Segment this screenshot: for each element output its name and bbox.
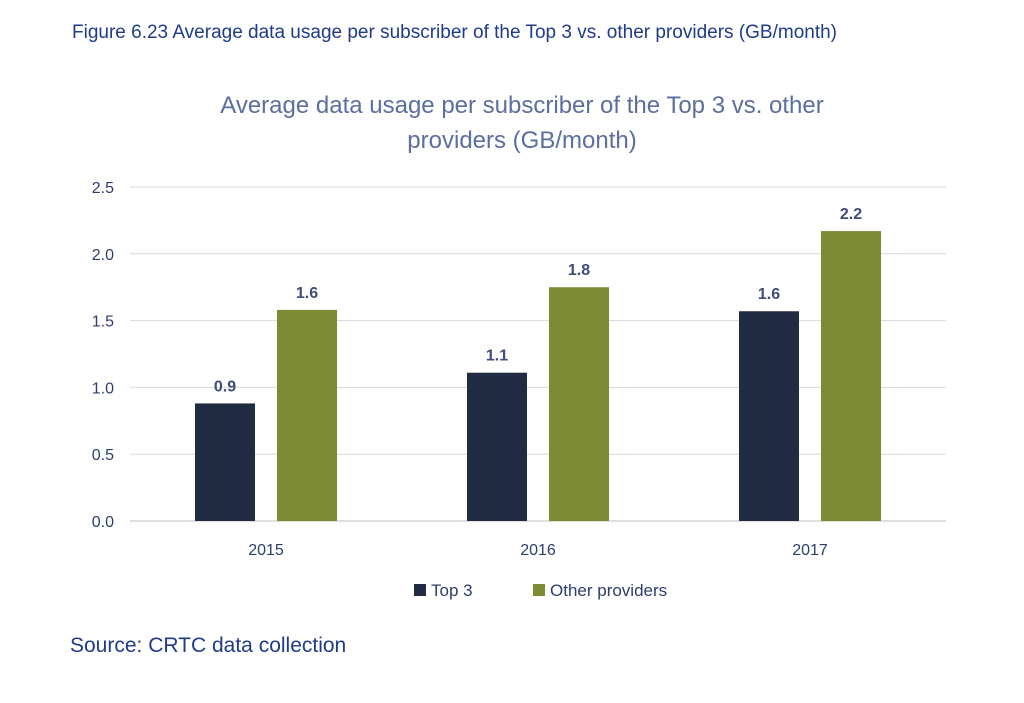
legend-swatch-other-providers [533,584,545,596]
legend: Top 3 Other providers [414,581,667,600]
data-labels: 0.9 1.6 1.1 1.8 1.6 2.2 [214,206,862,395]
y-tick-label: 0.0 [92,514,114,531]
y-tick-label: 2.5 [92,180,114,197]
chart-title: Average data usage per subscriber of the… [220,92,824,154]
data-label: 1.8 [568,262,590,279]
x-category-label: 2015 [248,542,284,559]
bar-top-3-2015 [195,403,255,521]
data-label: 1.6 [296,285,318,302]
data-label: 2.2 [840,206,862,223]
legend-swatch-top-3 [414,584,426,596]
y-tick-label: 1.5 [92,314,114,331]
x-category-label: 2017 [792,542,828,559]
bars [195,231,881,521]
bar-other-providers-2017 [821,231,881,521]
bar-top-3-2017 [739,311,799,521]
y-tick-label: 1.0 [92,380,114,397]
source-note: Source: CRTC data collection [70,634,347,657]
y-tick-label: 2.0 [92,247,114,264]
gridlines [130,186,946,522]
chart-title-line-1: Average data usage per subscriber of the… [220,92,824,119]
y-tick-label: 0.5 [92,447,114,464]
y-axis-ticks: 0.0 0.5 1.0 1.5 2.0 2.5 [92,180,114,531]
data-label: 0.9 [214,378,236,395]
legend-label: Top 3 [431,581,473,600]
legend-label: Other providers [550,581,667,600]
x-category-label: 2016 [520,542,556,559]
chart-title-line-2: providers (GB/month) [407,127,636,154]
data-label: 1.1 [486,348,508,365]
data-label: 1.6 [758,286,780,303]
figure-caption: Figure 6.23 Average data usage per subsc… [72,22,838,43]
bar-other-providers-2015 [277,309,337,521]
bar-top-3-2016 [467,372,527,521]
bar-other-providers-2016 [549,287,609,521]
x-axis-categories: 2015 2016 2017 [248,542,828,559]
